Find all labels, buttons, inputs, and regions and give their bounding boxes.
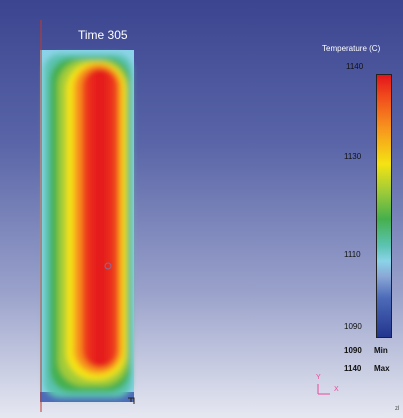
axis-y-label: Y <box>316 374 321 381</box>
contour-red <box>82 68 118 368</box>
max-value: 1140 <box>344 364 362 373</box>
max-label: Max <box>374 364 390 373</box>
colorbar-tick-1140: 1140 <box>346 62 364 71</box>
colorbar-tick-1090: 1090 <box>344 322 362 331</box>
min-label: Min <box>374 346 388 355</box>
min-value: 1090 <box>344 346 362 355</box>
corner-node-marker <box>128 397 135 404</box>
center-marker <box>104 262 112 270</box>
time-label: Time 305 <box>78 28 128 42</box>
legend-title: Temperature (C) <box>322 44 381 53</box>
corner-mark: zl <box>395 406 400 412</box>
colorbar-tick-1130: 1130 <box>344 152 362 161</box>
temperature-colorbar <box>376 74 392 338</box>
colorbar-tick-1110: 1110 <box>344 250 361 259</box>
contour-layers <box>44 54 132 398</box>
axis-x-label: X <box>334 386 339 393</box>
